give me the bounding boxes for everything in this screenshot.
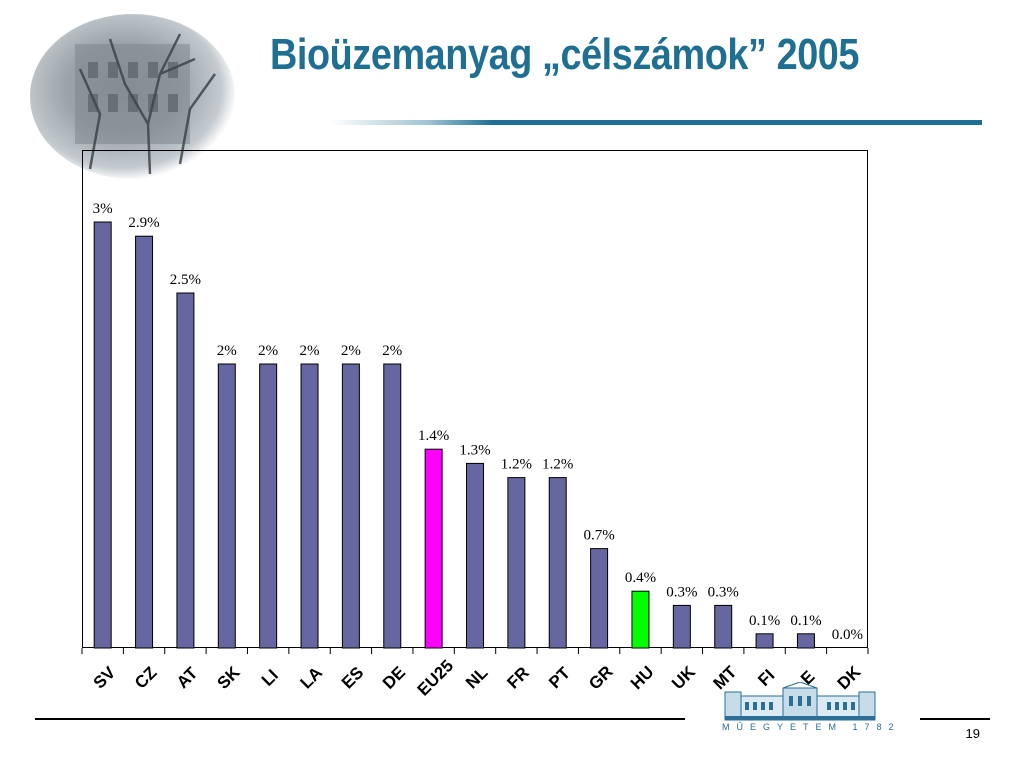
data-label-gr: 0.7% [583,528,614,544]
bar-eu25 [424,448,443,649]
university-logo [695,681,905,742]
data-label-pt: 1.2% [542,457,573,473]
data-label-at: 2.5% [170,272,201,288]
x-tick-label-pt: PT [545,663,574,692]
x-tick-label-eu25: EU25 [414,656,458,700]
data-label-de: 2% [382,343,402,359]
data-label-hu: 0.4% [625,570,656,586]
bar-fi [755,633,774,649]
bar-la [300,363,319,649]
bar-es [341,363,360,649]
footer-rule-left [35,718,685,720]
x-tick-label-at: AT [173,663,202,692]
footer-rule-right [920,718,990,720]
data-label-nl: 1.3% [459,442,490,458]
data-label-dk: 0.0% [832,627,863,643]
x-tick-label-hu: HU [627,662,658,693]
x-tick-label-fr: FR [503,663,532,692]
x-tick-label-nl: NL [462,663,491,692]
university-building-icon [724,681,876,721]
data-label-sk: 2% [217,343,237,359]
data-label-e: 0.1% [790,613,821,629]
slide-title: Bioüzemanyag „célszámok” 2005 [270,30,860,79]
x-tick-label-gr: GR [585,662,616,693]
x-tick-label-de: DE [379,663,409,693]
x-tick-label-cz: CZ [131,663,160,692]
page-number: 19 [965,726,980,741]
data-label-uk: 0.3% [666,584,697,600]
x-tick-label-es: ES [338,663,367,692]
bar-hu [631,590,650,649]
x-tick-label-sv: SV [90,663,120,693]
building-photo [30,14,235,179]
university-logo-text: MŰEGYETEM 1782 [722,722,901,732]
data-label-la: 2% [300,343,320,359]
data-label-sv: 3% [93,201,113,217]
bar-li [259,363,278,649]
data-label-li: 2% [258,343,278,359]
bar-sk [217,363,236,649]
bar-nl [466,462,484,649]
x-tick-label-la: LA [297,663,326,692]
bar-mt [714,604,733,649]
data-label-fi: 0.1% [749,613,780,629]
bar-gr [590,548,609,649]
title-underline [330,120,982,125]
data-label-es: 2% [341,343,361,359]
bar-cz [135,235,154,649]
bar-sv [93,221,112,649]
bar-de [383,363,402,649]
x-tick-label-li: LI [258,666,282,690]
data-label-fr: 1.2% [501,457,532,473]
bar-pt [548,477,567,649]
bar-e [796,633,815,649]
bar-fr [507,477,526,649]
bar-uk [672,604,691,649]
data-label-mt: 0.3% [708,584,739,600]
x-tick-label-sk: SK [213,662,244,693]
bar-at [176,292,195,649]
data-label-cz: 2.9% [128,215,159,231]
data-label-eu25: 1.4% [418,428,449,444]
